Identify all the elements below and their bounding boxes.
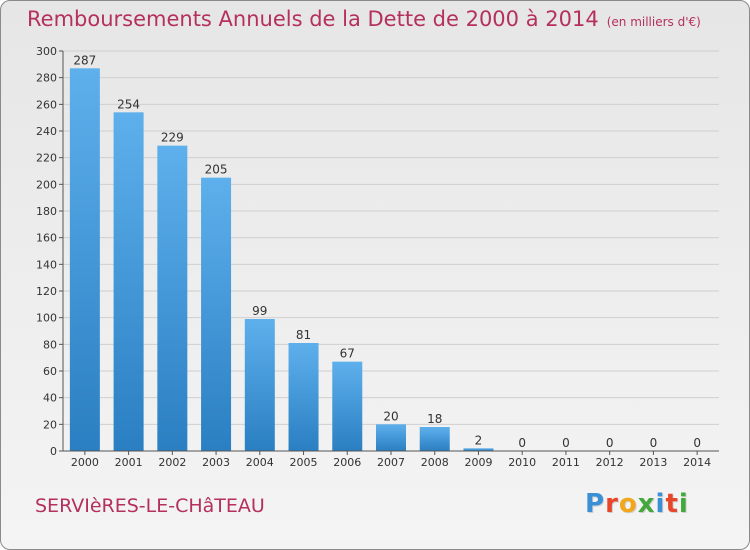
logo-letter: t [665,489,679,519]
data-label-2010: 0 [518,436,526,450]
bar-2003 [201,177,232,451]
chart-title-text: Remboursements Annuels de la Dette de 20… [27,7,599,31]
data-label-2014: 0 [693,436,701,450]
y-tick-label: 40 [43,392,57,405]
logo-letter: i [678,489,689,519]
y-tick-label: 180 [36,205,57,218]
x-tick-label-2000: 2000 [71,456,99,469]
bar-2008 [419,427,450,451]
logo-letter: x [637,489,656,519]
y-tick-label: 100 [36,312,57,325]
bar-2001 [113,112,144,451]
y-tick-label: 160 [36,232,57,245]
data-label-2013: 0 [650,436,658,450]
y-tick-label: 120 [36,285,57,298]
bar-2005 [288,343,319,451]
data-label-2006: 67 [340,347,355,361]
bar-2002 [157,145,188,451]
y-tick-label: 280 [36,72,57,85]
y-tick-label: 140 [36,258,57,271]
bar-2007 [376,424,406,451]
x-tick-label-2010: 2010 [508,456,536,469]
data-label-2001: 254 [117,97,140,111]
logo-letter: r [605,489,619,519]
bar-2006 [332,361,363,451]
y-tick-label: 80 [43,338,57,351]
x-tick-label-2007: 2007 [377,456,405,469]
chart-title: Remboursements Annuels de la Dette de 20… [27,7,701,31]
x-tick-label-2005: 2005 [290,456,318,469]
y-tick-label: 200 [36,178,57,191]
bars [69,68,494,451]
x-tick-label-2012: 2012 [596,456,624,469]
y-tick-label: 260 [36,98,57,111]
logo-letter: i [655,489,666,519]
x-tick-label-2013: 2013 [639,456,667,469]
logo-letter: P [585,489,606,519]
data-label-2004: 99 [252,304,267,318]
y-tick-label: 220 [36,152,57,165]
bar-2004 [244,319,275,451]
proxiti-logo: Proxiti [585,489,689,519]
logo-letter: o [618,489,638,519]
data-label-2002: 229 [161,131,184,145]
y-tick-label: 300 [36,45,57,58]
y-tick-label: 240 [36,125,57,138]
data-label-2003: 205 [205,163,228,177]
y-tick-label: 20 [43,418,57,431]
data-label-2008: 18 [427,412,442,426]
data-label-2005: 81 [296,328,311,342]
x-tick-label-2001: 2001 [115,456,143,469]
x-tick-label-2006: 2006 [333,456,361,469]
x-tick-label-2009: 2009 [464,456,492,469]
commune-name: SERVIèRES-LE-CHâTEAU [35,495,265,517]
x-tick-label-2004: 2004 [246,456,274,469]
data-label-2009: 2 [475,433,483,447]
data-label-2007: 20 [383,409,398,423]
y-tick-label: 60 [43,365,57,378]
chart-unit: (en milliers d'€) [606,15,701,29]
data-label-2000: 287 [73,53,96,67]
bar-2009 [463,448,494,451]
x-tick-label-2003: 2003 [202,456,230,469]
x-tick-label-2002: 2002 [158,456,186,469]
y-tick-label: 0 [50,445,57,458]
x-tick-label-2014: 2014 [683,456,711,469]
bar-2000 [69,68,100,451]
x-tick-label-2011: 2011 [552,456,580,469]
y-axis-ticks: 0 20 40 60 80 100 120 140 160 180 200 220 240 260 280 3… [36,45,63,458]
x-tick-label-2008: 2008 [421,456,449,469]
data-label-2012: 0 [606,436,614,450]
data-label-2011: 0 [562,436,570,450]
x-axis-ticks: 2000 2001 2002 2003 2004 2005 2006 2007 2008 2009… [71,451,711,469]
